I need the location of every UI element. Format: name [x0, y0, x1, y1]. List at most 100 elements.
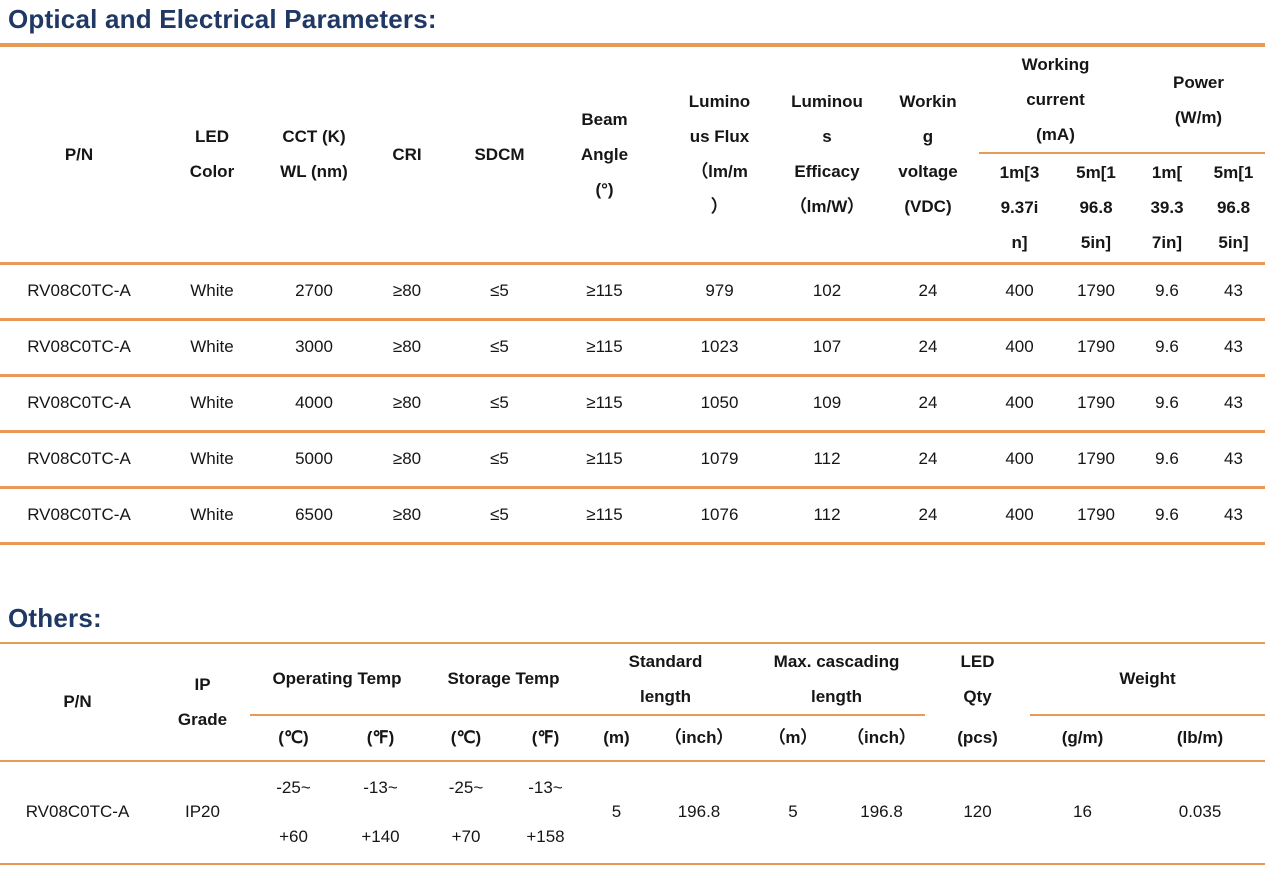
table-cell: ≤5 [452, 319, 547, 377]
col-header-cct-wl: CCT (K) WL (nm) [266, 47, 362, 265]
table-cell: 43 [1202, 431, 1265, 489]
table-cell: 1790 [1060, 431, 1132, 489]
table-cell: 196.8 [650, 760, 748, 865]
table-cell: 2700 [266, 263, 362, 321]
table-cell: 400 [979, 487, 1060, 545]
table-cell: 24 [877, 487, 979, 545]
table-cell: 1076 [662, 487, 777, 545]
table-cell: 24 [877, 431, 979, 489]
table-cell: 43 [1202, 375, 1265, 433]
table-cell: 400 [979, 263, 1060, 321]
table-cell: 400 [979, 319, 1060, 377]
table-cell: 24 [877, 263, 979, 321]
table-cell: 5000 [266, 431, 362, 489]
table-cell: 1050 [662, 375, 777, 433]
header-row-subcolumns: (℃) (℉) (℃) (℉) (m) （inch） （m） （inch） (p… [0, 714, 1265, 762]
col-header-working-voltage: Workin g voltage (VDC) [877, 47, 979, 265]
col-header-pn: P/N [0, 47, 158, 265]
table-cell: White [158, 263, 266, 321]
table-cell: 0.035 [1135, 760, 1265, 865]
col-header-pn: P/N [0, 643, 155, 762]
table-cell: 5 [583, 760, 650, 865]
table-cell: ≥115 [547, 319, 662, 377]
table-cell: 9.6 [1132, 431, 1202, 489]
group-header-weight: Weight [1030, 643, 1265, 716]
orange-divider-optical [0, 43, 1265, 47]
others-table-header: P/N IP Grade Operating Temp Storage Temp… [0, 643, 1265, 762]
table-cell: 196.8 [838, 760, 926, 865]
col-header-beam-angle: Beam Angle (°) [547, 47, 662, 265]
col-header-led-qty: LED Qty [960, 652, 995, 706]
subcol-operating-temp-celsius: (℃) [250, 714, 337, 762]
table-cell: ≥80 [362, 319, 452, 377]
table-cell: 6500 [266, 487, 362, 545]
table-cell: 120 [925, 760, 1031, 865]
optical-table-header: P/N LED Color CCT (K) WL (nm) CRI SDCM B… [0, 47, 1265, 265]
table-cell: 43 [1202, 263, 1265, 321]
table-cell: -25~ +60 [250, 760, 337, 865]
table-cell: 9.6 [1132, 487, 1202, 545]
table-cell: IP20 [155, 760, 250, 865]
table-cell: -25~ +70 [424, 760, 508, 865]
col-header-cri: CRI [362, 47, 452, 265]
table-cell: ≥80 [362, 375, 452, 433]
table-cell: 102 [777, 263, 877, 321]
table-cell: 979 [662, 263, 777, 321]
subcol-led-qty-pcs: (pcs) [925, 714, 1031, 762]
table-cell: 107 [777, 319, 877, 377]
table-cell: RV08C0TC-A [0, 375, 158, 433]
table-cell: 1023 [662, 319, 777, 377]
table-cell: 112 [777, 431, 877, 489]
table-cell: 9.6 [1132, 375, 1202, 433]
table-cell: 43 [1202, 487, 1265, 545]
subcol-working-current-1m: 1m[3 9.37i n] [979, 153, 1060, 265]
col-header-ip-grade: IP Grade [155, 643, 250, 762]
table-row: RV08C0TC-A White 4000 ≥80 ≤5 ≥115 1050 109 24 400… [0, 375, 1265, 433]
subcol-max-cascading-inch: （inch） [838, 714, 926, 762]
col-header-luminous-efficacy: Luminou s Efficacy （lm/W） [777, 47, 877, 265]
subcol-standard-length-inch: （inch） [650, 714, 748, 762]
table-cell: 1790 [1060, 319, 1132, 377]
table-cell: 43 [1202, 319, 1265, 377]
section-title-optical-electrical: Optical and Electrical Parameters: [8, 4, 437, 34]
subcol-standard-length-m: (m) [583, 714, 650, 762]
table-row: RV08C0TC-A White 3000 ≥80 ≤5 ≥115 1023 107 24 400… [0, 319, 1265, 377]
table-cell: ≥115 [547, 375, 662, 433]
table-cell: RV08C0TC-A [0, 760, 155, 865]
table-cell: 400 [979, 431, 1060, 489]
table-cell: RV08C0TC-A [0, 319, 158, 377]
table-cell: ≥80 [362, 487, 452, 545]
table-cell: RV08C0TC-A [0, 487, 158, 545]
header-row-groups: P/N IP Grade Operating Temp Storage Temp… [0, 643, 1265, 762]
col-header-led-color: LED Color [158, 47, 266, 265]
table-cell: 16 [1030, 760, 1136, 865]
section-title-others: Others: [8, 602, 102, 633]
table-cell: 109 [777, 375, 877, 433]
others-table: P/N IP Grade Operating Temp Storage Temp… [0, 643, 1265, 865]
col-header-sdcm: SDCM [452, 47, 547, 265]
table-cell: ≥115 [547, 487, 662, 545]
table-cell: 112 [777, 487, 877, 545]
group-header-storage-temp: Storage Temp [424, 643, 583, 716]
table-cell: 9.6 [1132, 263, 1202, 321]
group-header-max-cascading-length: Max. cascading length [748, 643, 926, 716]
subcol-working-current-5m: 5m[1 96.8 5in] [1060, 153, 1132, 265]
group-header-working-current: Working current (mA) [979, 47, 1132, 154]
group-header-operating-temp: Operating Temp [250, 643, 424, 716]
table-cell: ≤5 [452, 487, 547, 545]
table-cell: White [158, 431, 266, 489]
table-cell: 1790 [1060, 263, 1132, 321]
table-cell: 1790 [1060, 375, 1132, 433]
table-cell: 400 [979, 375, 1060, 433]
table-cell: ≤5 [452, 263, 547, 321]
table-row: RV08C0TC-A White 5000 ≥80 ≤5 ≥115 1079 112 24 400… [0, 431, 1265, 489]
table-cell: 3000 [266, 319, 362, 377]
table-row: RV08C0TC-A IP20 -25~ +60 -13~ +140 -25~ +70-… [0, 760, 1265, 865]
subcol-max-cascading-m: （m） [748, 714, 838, 762]
table-cell: 9.6 [1132, 319, 1202, 377]
col-header-luminous-flux: Lumino us Flux （lm/m ） [662, 47, 777, 265]
group-header-standard-length: Standard length [583, 643, 748, 716]
table-cell: ≥115 [547, 431, 662, 489]
others-table-body: RV08C0TC-A IP20 -25~ +60 -13~ +140 -25~ +70-… [0, 760, 1265, 865]
